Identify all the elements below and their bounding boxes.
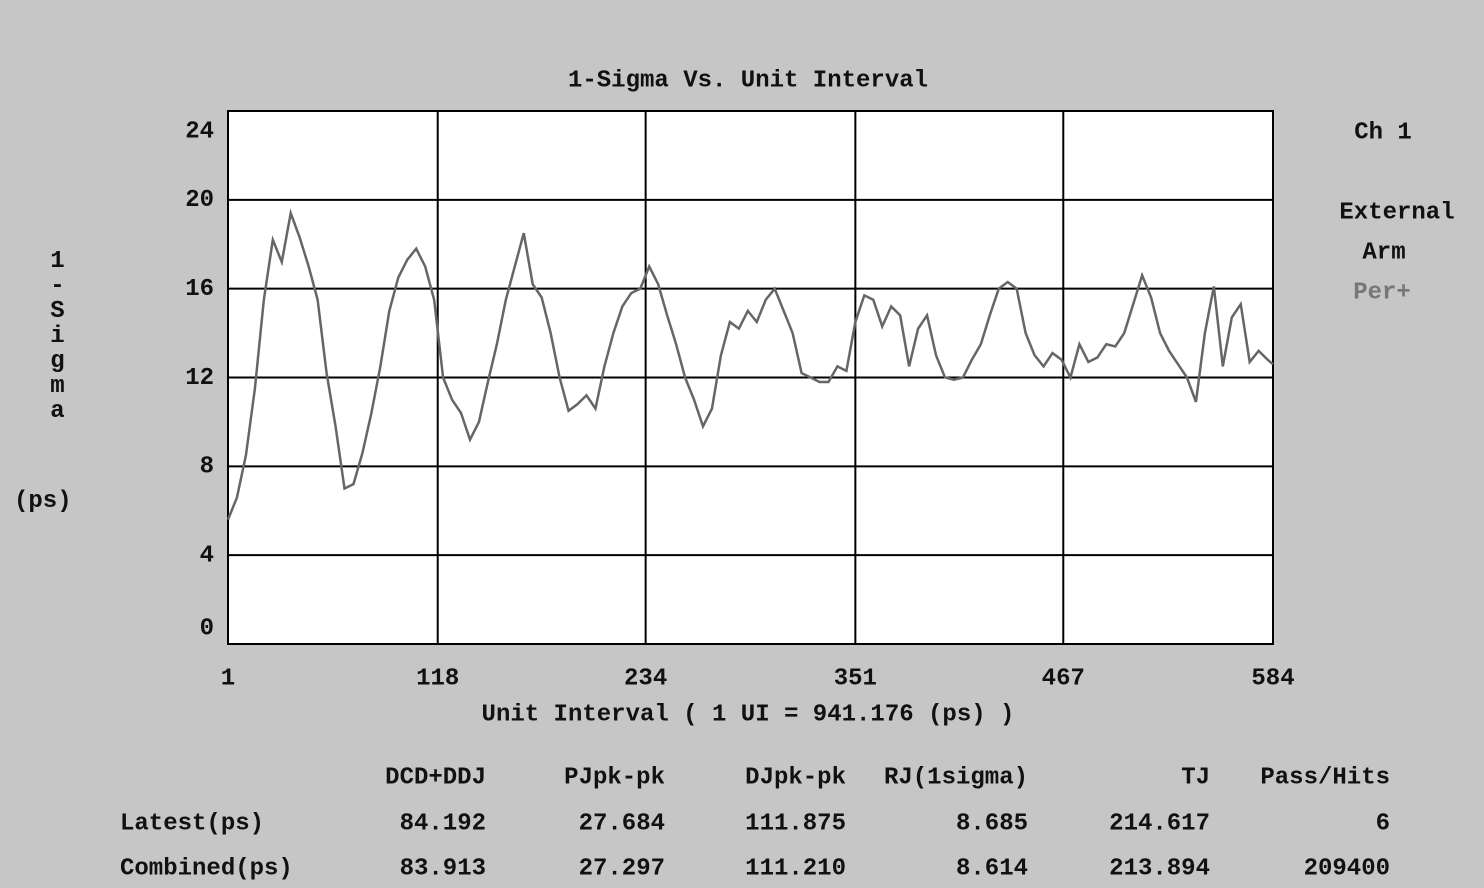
x-tick-label: 351 bbox=[834, 665, 877, 692]
row-label: Latest(ps) bbox=[120, 810, 264, 837]
x-tick-label: 1 bbox=[221, 665, 235, 692]
table-cell: 84.192 bbox=[400, 810, 486, 837]
table-cell: 6 bbox=[1376, 810, 1390, 837]
y-tick-label: 12 bbox=[185, 365, 214, 392]
table-header: DJpk-pk bbox=[745, 764, 846, 791]
row-label: Combined(ps) bbox=[120, 855, 293, 882]
table-header: Pass/Hits bbox=[1260, 764, 1390, 791]
x-axis-label: Unit Interval ( 1 UI = 941.176 (ps) ) bbox=[482, 701, 1015, 728]
table-cell: 8.685 bbox=[956, 810, 1028, 837]
y-tick-label: 20 bbox=[185, 187, 214, 214]
table-header: TJ bbox=[1181, 764, 1210, 791]
line-series bbox=[226, 208, 1274, 521]
arm-source-label: External bbox=[1339, 199, 1454, 226]
table-cell: 8.614 bbox=[956, 855, 1028, 882]
table-header: PJpk-pk bbox=[564, 764, 665, 791]
x-tick-label: 234 bbox=[624, 665, 667, 692]
y-axis-label: 1-Sigma bbox=[44, 248, 71, 423]
x-tick-label: 584 bbox=[1251, 665, 1294, 692]
table-header: RJ(1sigma) bbox=[884, 764, 1028, 791]
chart-title: 1-Sigma Vs. Unit Interval bbox=[568, 67, 928, 94]
table-cell: 27.297 bbox=[579, 855, 665, 882]
arm-label: Arm bbox=[1362, 239, 1405, 266]
y-tick-label: 16 bbox=[185, 276, 214, 303]
y-tick-label: 0 bbox=[200, 615, 214, 642]
y-axis-unit: (ps) bbox=[14, 488, 72, 515]
y-tick-label: 8 bbox=[200, 454, 214, 481]
table-cell: 209400 bbox=[1304, 855, 1390, 882]
table-cell: 27.684 bbox=[579, 810, 665, 837]
channel-label: Ch 1 bbox=[1354, 119, 1412, 146]
x-tick-label: 118 bbox=[416, 665, 459, 692]
plot-border bbox=[227, 110, 1274, 645]
edge-label: Per+ bbox=[1353, 279, 1411, 306]
y-tick-label: 4 bbox=[200, 543, 214, 570]
table-cell: 111.875 bbox=[745, 810, 846, 837]
table-cell: 111.210 bbox=[745, 855, 846, 882]
y-tick-label: 24 bbox=[185, 118, 214, 145]
table-cell: 83.913 bbox=[400, 855, 486, 882]
x-tick-label: 467 bbox=[1042, 665, 1085, 692]
table-cell: 213.894 bbox=[1109, 855, 1210, 882]
table-cell: 214.617 bbox=[1109, 810, 1210, 837]
table-header: DCD+DDJ bbox=[385, 764, 486, 791]
